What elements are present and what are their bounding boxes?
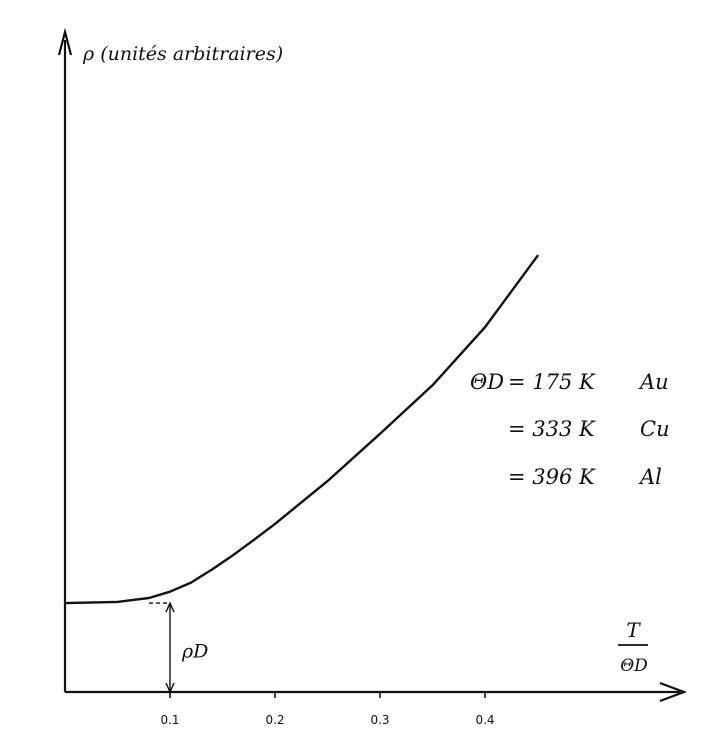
residual-label: ρD bbox=[181, 641, 208, 663]
series-line bbox=[63, 254, 539, 605]
annotation-value: = 333 K bbox=[508, 417, 596, 441]
annotation-material: Cu bbox=[640, 417, 670, 441]
x-tick-label: 0.3 bbox=[370, 713, 389, 727]
x-tick-label: 0.1 bbox=[160, 713, 179, 727]
y-axis-arrow-icon bbox=[57, 27, 73, 56]
annotation-value: = 175 K bbox=[508, 370, 596, 394]
annotation-material: Au bbox=[638, 370, 669, 394]
x-axis-label-numerator: T bbox=[626, 618, 641, 642]
residual-arrow-up-icon bbox=[165, 601, 175, 613]
annotation-material: Al bbox=[638, 465, 662, 489]
residual-arrow-down-icon bbox=[165, 682, 175, 694]
x-axis-label-denominator: ΘD bbox=[620, 656, 648, 676]
x-ticks: 0.1 0.2 0.3 0.4 bbox=[160, 692, 495, 727]
debye-temperature-annotations: ΘD = 175 K Au = 333 K Cu = 396 K Al bbox=[470, 370, 670, 489]
x-tick-label: 0.2 bbox=[265, 713, 284, 727]
annotation-value: = 396 K bbox=[508, 465, 596, 489]
y-axis-label: ρ (unités arbitraires) bbox=[82, 43, 283, 65]
x-axis-arrow-icon bbox=[659, 681, 688, 703]
annotation-symbol: ΘD bbox=[470, 370, 504, 394]
x-tick-label: 0.4 bbox=[475, 713, 494, 727]
